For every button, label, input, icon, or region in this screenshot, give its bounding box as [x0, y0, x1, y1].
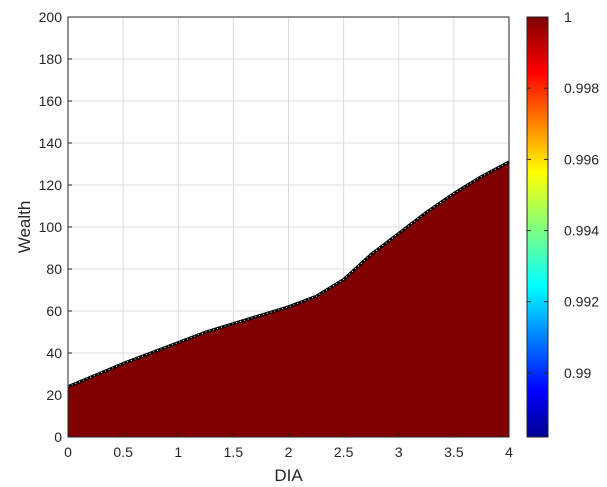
y-tick-label: 200	[39, 9, 63, 25]
x-tick-label: 4	[505, 444, 513, 460]
y-tick-label: 140	[39, 135, 63, 151]
colorbar-tick-label: 1	[564, 9, 572, 25]
x-tick-label: 2.5	[334, 444, 354, 460]
colorbar-tick-label: 0.994	[564, 223, 599, 239]
wealth-area-fill	[68, 161, 509, 437]
x-axis-label: DIA	[274, 466, 303, 485]
wealth-boundary-line	[67, 160, 510, 388]
y-tick-label: 160	[39, 93, 63, 109]
colorbar-tick-label: 0.998	[564, 80, 599, 96]
x-tick-label: 0	[64, 444, 72, 460]
colorbar-tick-label: 0.99	[564, 365, 591, 381]
x-tick-label: 2	[285, 444, 293, 460]
x-tick-label: 3	[395, 444, 403, 460]
colorbar-tick-label: 0.996	[564, 151, 599, 167]
x-tick-label: 3.5	[444, 444, 464, 460]
y-tick-label: 80	[46, 261, 62, 277]
y-axis-ticks: 0 20 40 60 80 100 120 140 160 180 200	[39, 9, 72, 445]
y-tick-label: 100	[39, 219, 63, 235]
x-axis-ticks: 0 0.5 1 1.5 2 2.5 3 3.5 4	[64, 433, 513, 460]
x-tick-label: 1.5	[224, 444, 244, 460]
colorbar	[526, 16, 549, 438]
y-axis-label: Wealth	[15, 201, 34, 254]
y-tick-label: 120	[39, 177, 63, 193]
y-tick-label: 40	[46, 345, 62, 361]
x-tick-label: 1	[174, 444, 182, 460]
colorbar-ticks: 0.99 0.992 0.994 0.996 0.998 1	[527, 9, 599, 381]
x-tick-label: 0.5	[113, 444, 133, 460]
y-tick-label: 20	[46, 387, 62, 403]
y-tick-label: 180	[39, 51, 63, 67]
y-tick-label: 0	[54, 429, 62, 445]
colorbar-tick-label: 0.992	[564, 294, 599, 310]
y-tick-label: 60	[46, 303, 62, 319]
